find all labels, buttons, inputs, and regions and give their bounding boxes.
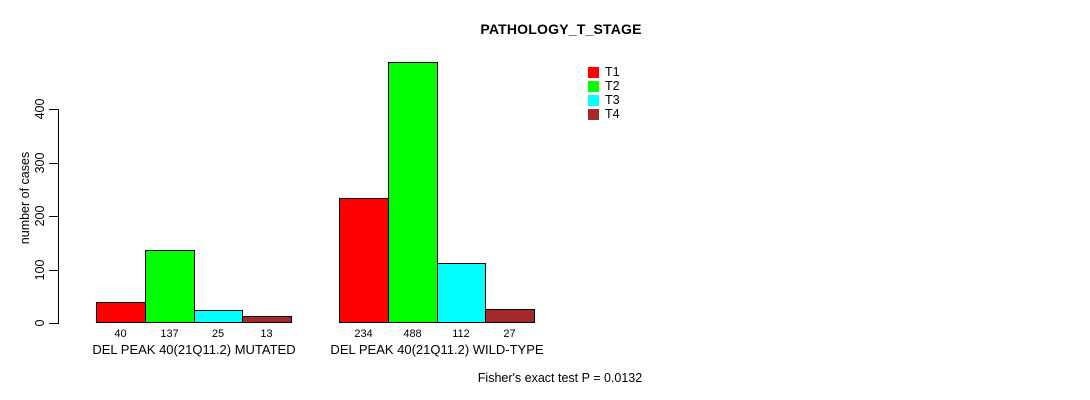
y-tick — [49, 109, 58, 110]
legend-item-t3: T3 — [588, 93, 620, 107]
category-label: DEL PEAK 40(21Q11.2) MUTATED — [92, 342, 296, 357]
bar-t2-group1 — [145, 250, 195, 323]
y-tick-label: 200 — [33, 205, 47, 227]
bar-value-label: 25 — [211, 328, 225, 340]
legend-item-t4: T4 — [588, 107, 620, 121]
legend-label-t2: T2 — [605, 79, 620, 93]
legend-item-t1: T1 — [588, 65, 620, 79]
bar-value-label: 234 — [354, 328, 373, 340]
bar-t3-group1 — [194, 310, 243, 323]
bar-value-label: 27 — [503, 328, 516, 340]
y-tick-label: 300 — [33, 152, 47, 174]
y-tick-label: 100 — [33, 259, 47, 281]
legend-swatch-t2 — [588, 80, 599, 92]
y-tick-label: 400 — [33, 98, 47, 120]
bar-t1-group2 — [339, 198, 389, 323]
y-tick — [49, 163, 58, 164]
legend-item-t2: T2 — [588, 79, 620, 93]
bar-t3-group2 — [437, 263, 486, 323]
y-tick — [49, 270, 58, 271]
legend-label-t3: T3 — [605, 93, 620, 107]
category-label: DEL PEAK 40(21Q11.2) WILD-TYPE — [330, 342, 544, 357]
bar-t1-group1 — [96, 302, 146, 323]
legend-swatch-t1 — [588, 66, 599, 78]
bar-t4-group1 — [242, 316, 292, 323]
bar-value-label: 137 — [160, 328, 179, 340]
bar-value-label: 112 — [452, 328, 470, 340]
legend-label-t1: T1 — [605, 65, 620, 79]
bar-t4-group2 — [485, 309, 535, 323]
y-tick-label: 0 — [33, 319, 47, 327]
legend-swatch-t3 — [588, 94, 599, 106]
bar-value-label: 40 — [114, 328, 127, 340]
bar-value-label: 13 — [260, 328, 273, 340]
stat-test-annotation: Fisher's exact test P = 0.0132 — [477, 371, 643, 385]
legend: T1 T2 T3 T4 — [588, 65, 620, 121]
bar-value-label: 488 — [403, 328, 422, 340]
y-tick — [49, 323, 58, 324]
y-tick — [49, 216, 58, 217]
legend-label-t4: T4 — [605, 107, 620, 121]
bar-t2-group2 — [388, 62, 438, 323]
legend-swatch-t4 — [588, 108, 599, 120]
chart-title: PATHOLOGY_T_STAGE — [480, 21, 642, 37]
y-axis-line — [58, 109, 59, 324]
